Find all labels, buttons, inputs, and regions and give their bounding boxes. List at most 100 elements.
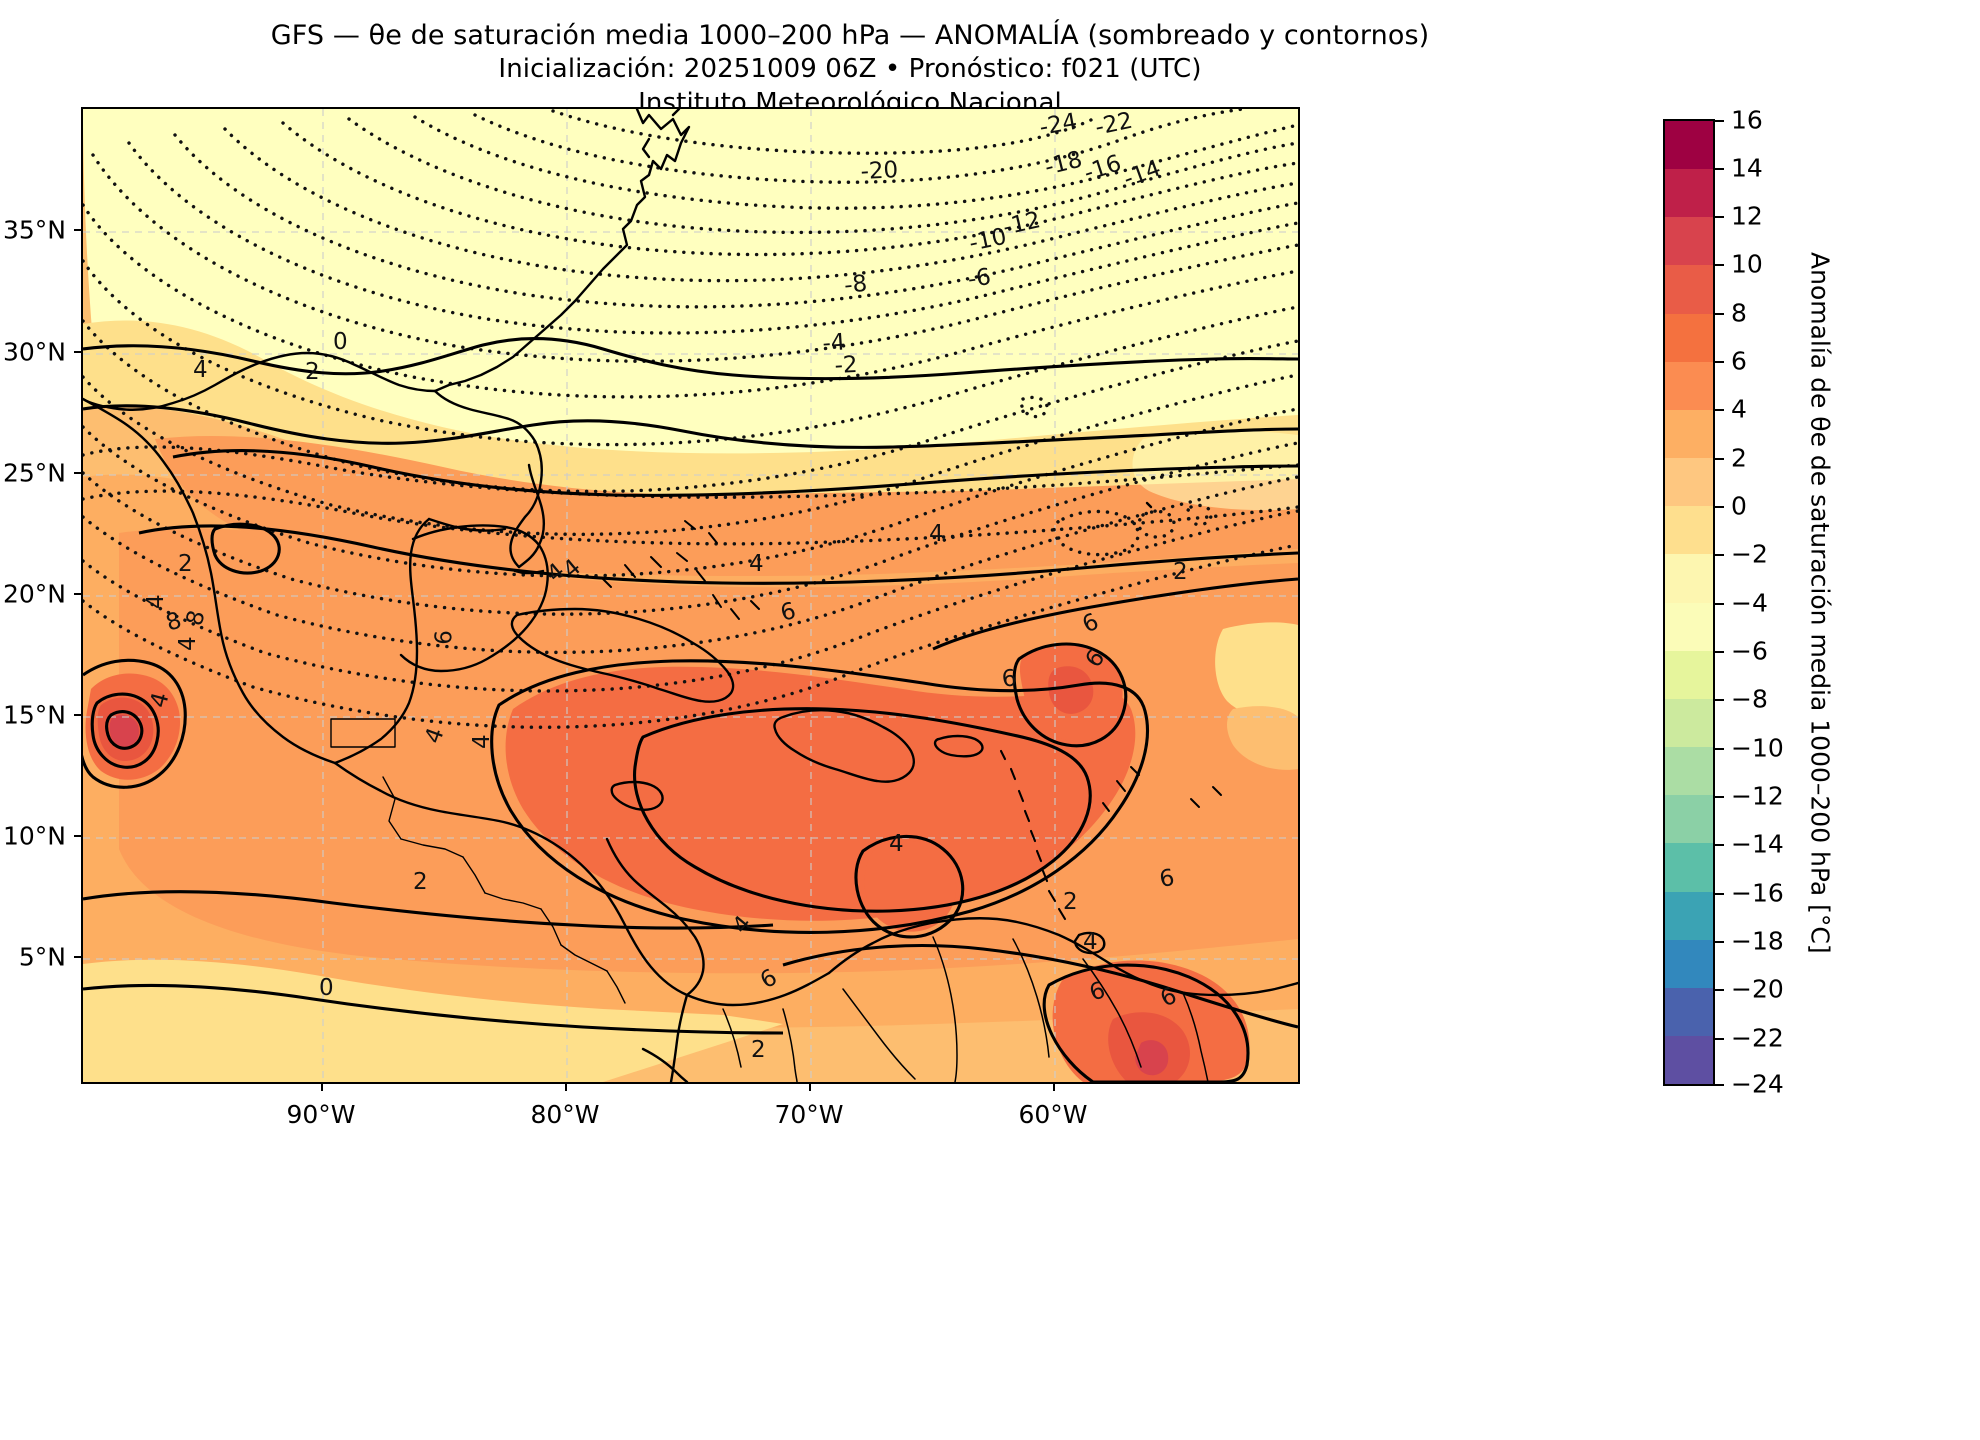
colorbar-tick-label-2: 2 (1731, 443, 1747, 473)
chart-title-line-2: Inicialización: 20251009 06Z • Pronóstic… (498, 54, 1202, 85)
colorbar-tick (1715, 893, 1724, 895)
colorbar-tick-label-m22: −22 (1731, 1023, 1784, 1053)
svg-text:2: 2 (413, 869, 428, 895)
colorbar-tick (1715, 506, 1724, 508)
colorbar-tick (1715, 651, 1724, 653)
colorbar-tick-label-4: 4 (1731, 394, 1747, 424)
colorbar-tick-label-m10: −10 (1731, 733, 1784, 763)
svg-text:-24: -24 (1038, 109, 1080, 141)
colorbar-segment-m10-m12 (1665, 747, 1713, 796)
svg-text:4: 4 (175, 636, 201, 651)
y-tick-label-25N: 25°N (2, 458, 66, 488)
colorbar-tick (1715, 120, 1724, 122)
colorbar-segment-m12-m14 (1665, 795, 1713, 844)
colorbar-segment-14-12 (1665, 169, 1713, 218)
x-tick-label-60W: 60°W (1018, 1100, 1088, 1129)
colorbar-segment-6-4 (1665, 361, 1713, 410)
colorbar-tick (1715, 989, 1724, 991)
colorbar-tick-label-12: 12 (1731, 201, 1763, 231)
colorbar-tick (1715, 554, 1724, 556)
svg-text:2: 2 (1173, 559, 1188, 585)
colorbar-tick (1715, 458, 1724, 460)
colorbar-tick (1715, 941, 1724, 943)
colorbar-tick (1715, 796, 1724, 798)
svg-text:6: 6 (778, 598, 799, 627)
svg-text:4: 4 (929, 521, 944, 547)
y-tick-mark (74, 472, 81, 474)
colorbar-tick-label-16: 16 (1731, 105, 1763, 135)
colorbar-segment-m2-m4 (1665, 554, 1713, 603)
x-tick-label-80W: 80°W (530, 1100, 600, 1129)
y-tick-label-30N: 30°N (2, 337, 66, 367)
colorbar-tick (1715, 603, 1724, 605)
svg-text:2: 2 (178, 551, 193, 577)
colorbar-tick (1715, 1084, 1724, 1086)
x-tick-mark (565, 1084, 567, 1091)
colorbar-tick (1715, 216, 1724, 218)
x-tick-label-70W: 70°W (774, 1100, 844, 1129)
colorbar-tick-label-8: 8 (1731, 298, 1747, 328)
chart-title-block: GFS — θe de saturación media 1000–200 hP… (0, 18, 1700, 121)
colorbar-segment-0-m2 (1665, 506, 1713, 555)
svg-text:-2: -2 (834, 352, 858, 379)
svg-text:-8: -8 (843, 271, 869, 299)
colorbar-tick-label-m6: −6 (1731, 636, 1768, 666)
svg-text:2: 2 (305, 359, 320, 385)
map-axes: -24 -22 -20 -18 -16 -14 -12 -10 -8 -6 -4… (81, 107, 1300, 1084)
colorbar-tick-label-m2: −2 (1731, 539, 1768, 569)
colorbar-tick (1715, 168, 1724, 170)
colorbar-segment-12-10 (1665, 217, 1713, 266)
svg-text:4: 4 (469, 734, 495, 749)
colorbar-segment-m22-m24 (1665, 1035, 1713, 1085)
svg-text:0: 0 (319, 975, 334, 1001)
svg-text:2: 2 (751, 1037, 766, 1063)
map-plot: -24 -22 -20 -18 -16 -14 -12 -10 -8 -6 -4… (83, 109, 1298, 1082)
negative-contours (83, 109, 1298, 729)
x-tick-mark (1053, 1084, 1055, 1091)
colorbar-tick-label-m20: −20 (1731, 974, 1784, 1004)
svg-text:4: 4 (749, 551, 764, 577)
colorbar-tick-label-14: 14 (1731, 153, 1763, 183)
y-tick-label-35N: 35°N (2, 215, 66, 245)
colorbar-tick-label-m14: −14 (1731, 829, 1784, 859)
y-tick-mark (74, 351, 81, 353)
colorbar-tick (1715, 264, 1724, 266)
colorbar-segment-m14-m16 (1665, 843, 1713, 892)
colorbar-tick-label-m8: −8 (1731, 684, 1768, 714)
y-tick-label-5N: 5°N (18, 942, 66, 972)
colorbar-tick (1715, 361, 1724, 363)
y-tick-mark (74, 956, 81, 958)
colorbar-tick (1715, 699, 1724, 701)
svg-text:4: 4 (1083, 929, 1098, 955)
colorbar-tick (1715, 844, 1724, 846)
svg-text:6: 6 (431, 630, 457, 646)
svg-text:8: 8 (182, 608, 211, 629)
svg-text:0: 0 (333, 329, 348, 355)
colorbar-tick-label-m18: −18 (1731, 926, 1784, 956)
colorbar: 16 14 12 10 8 6 4 2 0 −2 −4 −6 −8 −10 −1… (1663, 106, 1784, 1099)
colorbar-tick-label-6: 6 (1731, 346, 1747, 376)
colorbar-segment-4-2 (1665, 409, 1713, 459)
colorbar-segment-m18-m20 (1665, 939, 1713, 988)
svg-text:-4: -4 (822, 329, 847, 357)
y-tick-mark (74, 835, 81, 837)
colorbar-tick (1715, 409, 1724, 411)
colorbar-segment-m4-m6 (1665, 602, 1713, 651)
svg-text:-20: -20 (860, 157, 899, 185)
y-tick-mark (74, 229, 81, 231)
y-tick-label-20N: 20°N (2, 579, 66, 609)
colorbar-segment-2-0 (1665, 458, 1713, 507)
colorbar-tick-label-m16: −16 (1731, 878, 1784, 908)
colorbar-tick (1715, 313, 1724, 315)
colorbar-segment-m20-m22 (1665, 987, 1713, 1036)
colorbar-segment-8-6 (1665, 313, 1713, 362)
y-tick-mark (74, 714, 81, 716)
x-tick-mark (809, 1084, 811, 1091)
x-tick-label-90W: 90°W (286, 1100, 356, 1129)
svg-text:2: 2 (1063, 889, 1078, 915)
svg-text:4: 4 (146, 690, 175, 711)
colorbar-tick-label-m4: −4 (1731, 588, 1768, 618)
map-gridlines (83, 109, 1298, 1082)
svg-text:4: 4 (193, 357, 208, 383)
